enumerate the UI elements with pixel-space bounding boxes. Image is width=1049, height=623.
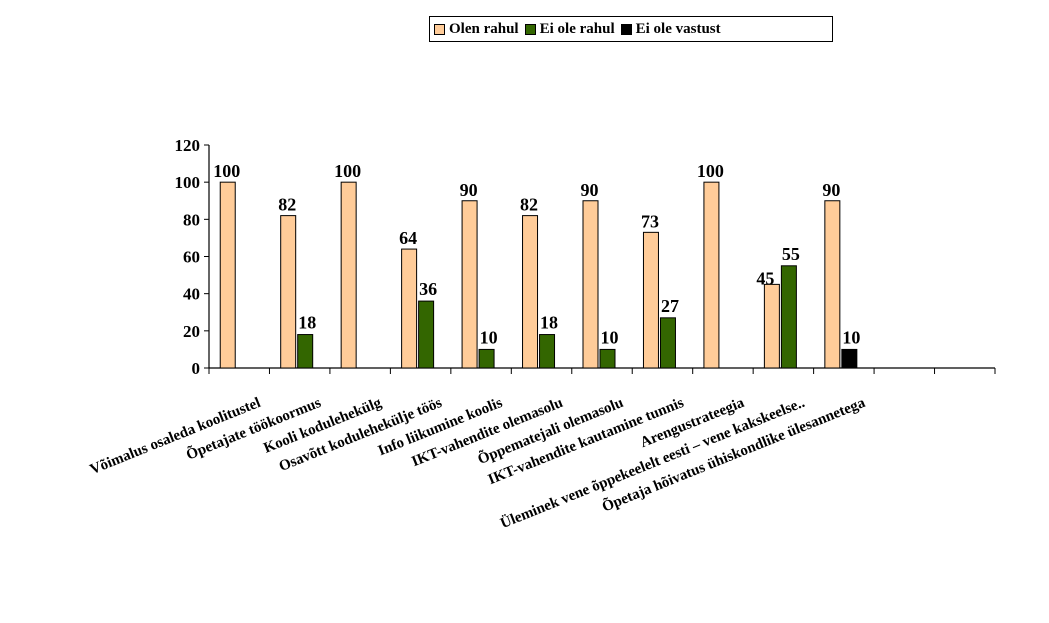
- legend-item-ei-ole-rahul: Ei ole rahul: [524, 20, 615, 38]
- data-label: 10: [480, 327, 498, 347]
- bar-olen-rahul: [703, 181, 720, 369]
- bar-olen-rahul: [280, 215, 297, 369]
- data-label: 18: [298, 313, 316, 333]
- bar-olen-rahul: [824, 200, 841, 369]
- data-label: 10: [842, 327, 860, 347]
- bar-ei-ole-rahul: [780, 265, 797, 369]
- data-label: 64: [399, 228, 417, 248]
- y-tick-label: 0: [192, 359, 201, 378]
- legend-swatch-olen-rahul: [434, 23, 445, 35]
- bar-ei-ole-rahul: [418, 300, 435, 369]
- legend-swatch-ei-ole-vastust: [620, 23, 632, 35]
- legend-item-ei-ole-vastust: Ei ole vastust: [620, 20, 721, 38]
- data-label: 27: [661, 296, 679, 316]
- data-label: 90: [581, 180, 599, 200]
- data-label: 90: [460, 180, 478, 200]
- y-tick-label: 20: [183, 322, 200, 341]
- data-label: 82: [278, 195, 296, 215]
- legend-swatch-ei-ole-rahul: [524, 23, 536, 35]
- data-label: 55: [782, 244, 800, 264]
- bar-olen-rahul: [219, 181, 236, 369]
- data-label: 100: [213, 161, 240, 181]
- bar-ei-ole-rahul: [659, 317, 676, 369]
- data-label: 73: [641, 211, 659, 231]
- y-tick-label: 120: [175, 136, 201, 155]
- bar-olen-rahul: [522, 215, 539, 369]
- data-label: 100: [697, 161, 724, 181]
- bar-olen-rahul: [461, 200, 478, 369]
- bar-olen-rahul: [642, 231, 659, 369]
- data-label: 45: [756, 268, 774, 288]
- bar-ei-ole-vastust: [841, 348, 858, 369]
- data-label: 36: [419, 279, 437, 299]
- legend-label-olen-rahul: Olen rahul: [449, 20, 519, 37]
- bar-olen-rahul: [763, 283, 780, 369]
- bar-ei-ole-rahul: [297, 334, 314, 369]
- data-label: 90: [822, 180, 840, 200]
- data-label: 82: [520, 195, 538, 215]
- bar-ei-ole-rahul: [599, 348, 616, 369]
- bar-olen-rahul: [582, 200, 599, 369]
- legend-label-ei-ole-vastust: Ei ole vastust: [635, 20, 721, 37]
- data-label: 100: [334, 161, 361, 181]
- data-label: 10: [601, 327, 619, 347]
- y-tick-label: 40: [183, 285, 200, 304]
- bar-olen-rahul: [340, 181, 357, 369]
- chart-legend: Olen rahul Ei ole rahul Ei ole vastust: [429, 16, 833, 42]
- bar-ei-ole-rahul: [478, 348, 495, 369]
- y-tick-label: 80: [183, 210, 200, 229]
- legend-label-ei-ole-rahul: Ei ole rahul: [539, 20, 615, 37]
- y-tick-label: 60: [183, 248, 200, 267]
- bar-olen-rahul: [401, 248, 418, 369]
- y-tick-label: 100: [175, 173, 201, 192]
- data-label: 18: [540, 313, 558, 333]
- legend-item-olen-rahul: Olen rahul: [434, 21, 519, 38]
- bar-ei-ole-rahul: [539, 334, 556, 369]
